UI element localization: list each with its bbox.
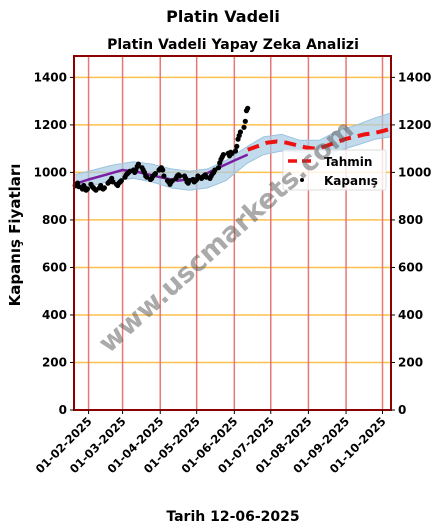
y-tick-label-right: 800 xyxy=(398,213,423,227)
y-axis-right: 0 200 400 600 800 1000 1200 1400 xyxy=(391,70,431,417)
legend-label-forecast: Tahmin xyxy=(324,155,372,169)
legend-swatch-close xyxy=(300,178,304,182)
y-tick-label-left: 0 xyxy=(59,403,67,417)
y-tick-label-left: 600 xyxy=(42,260,67,274)
close-point xyxy=(215,165,222,171)
close-point xyxy=(161,173,167,179)
close-point xyxy=(84,186,90,192)
close-point xyxy=(152,171,158,177)
close-point xyxy=(242,118,248,124)
grid xyxy=(74,56,391,411)
y-tick-label-right: 1000 xyxy=(398,165,431,179)
plot-border xyxy=(73,55,392,411)
close-point xyxy=(160,167,166,173)
legend-label-close: Kapanış xyxy=(324,174,378,188)
y-axis-label: Kapanış Fiyatları xyxy=(6,164,24,307)
plot-area xyxy=(74,56,391,410)
close-point xyxy=(232,148,239,154)
y-axis-left: 0 200 400 600 800 1000 1200 1400 xyxy=(34,70,74,417)
figure-title: Platin Vadeli xyxy=(166,7,280,26)
plot-background xyxy=(74,56,391,410)
y-tick-label-left: 200 xyxy=(42,355,67,369)
y-tick-label-right: 600 xyxy=(398,260,423,274)
y-tick-label-right: 1400 xyxy=(398,70,431,84)
close-point xyxy=(245,105,251,111)
y-tick-label-right: 0 xyxy=(398,403,406,417)
y-tick-label-left: 1000 xyxy=(34,165,67,179)
y-tick-label-right: 1200 xyxy=(398,118,431,132)
close-point xyxy=(135,161,141,167)
x-axis-label: Tarih 12-06-2025 xyxy=(166,509,299,525)
close-point xyxy=(237,129,243,135)
y-tick-label-right: 400 xyxy=(398,308,423,322)
close-point xyxy=(101,185,107,191)
y-tick-label-left: 400 xyxy=(42,308,67,322)
forecast-line xyxy=(247,126,392,152)
y-tick-label-right: 200 xyxy=(398,355,423,369)
x-axis: 01-02-202501-03-202501-04-202501-05-2025… xyxy=(33,410,389,476)
y-tick-label-left: 800 xyxy=(42,213,67,227)
close-point xyxy=(234,143,240,149)
close-points xyxy=(72,105,251,193)
forecast-path xyxy=(247,126,392,152)
chart-subtitle: Platin Vadeli Yapay Zeka Analizi xyxy=(107,37,359,53)
legend: Tahmin Kapanış xyxy=(282,149,387,191)
close-point xyxy=(118,178,124,184)
plot-frame xyxy=(73,55,392,411)
close-point xyxy=(177,173,183,179)
y-tick-label-left: 1400 xyxy=(34,70,67,84)
y-tick-label-left: 1200 xyxy=(34,118,67,132)
close-point xyxy=(241,124,247,130)
close-point xyxy=(220,152,226,158)
